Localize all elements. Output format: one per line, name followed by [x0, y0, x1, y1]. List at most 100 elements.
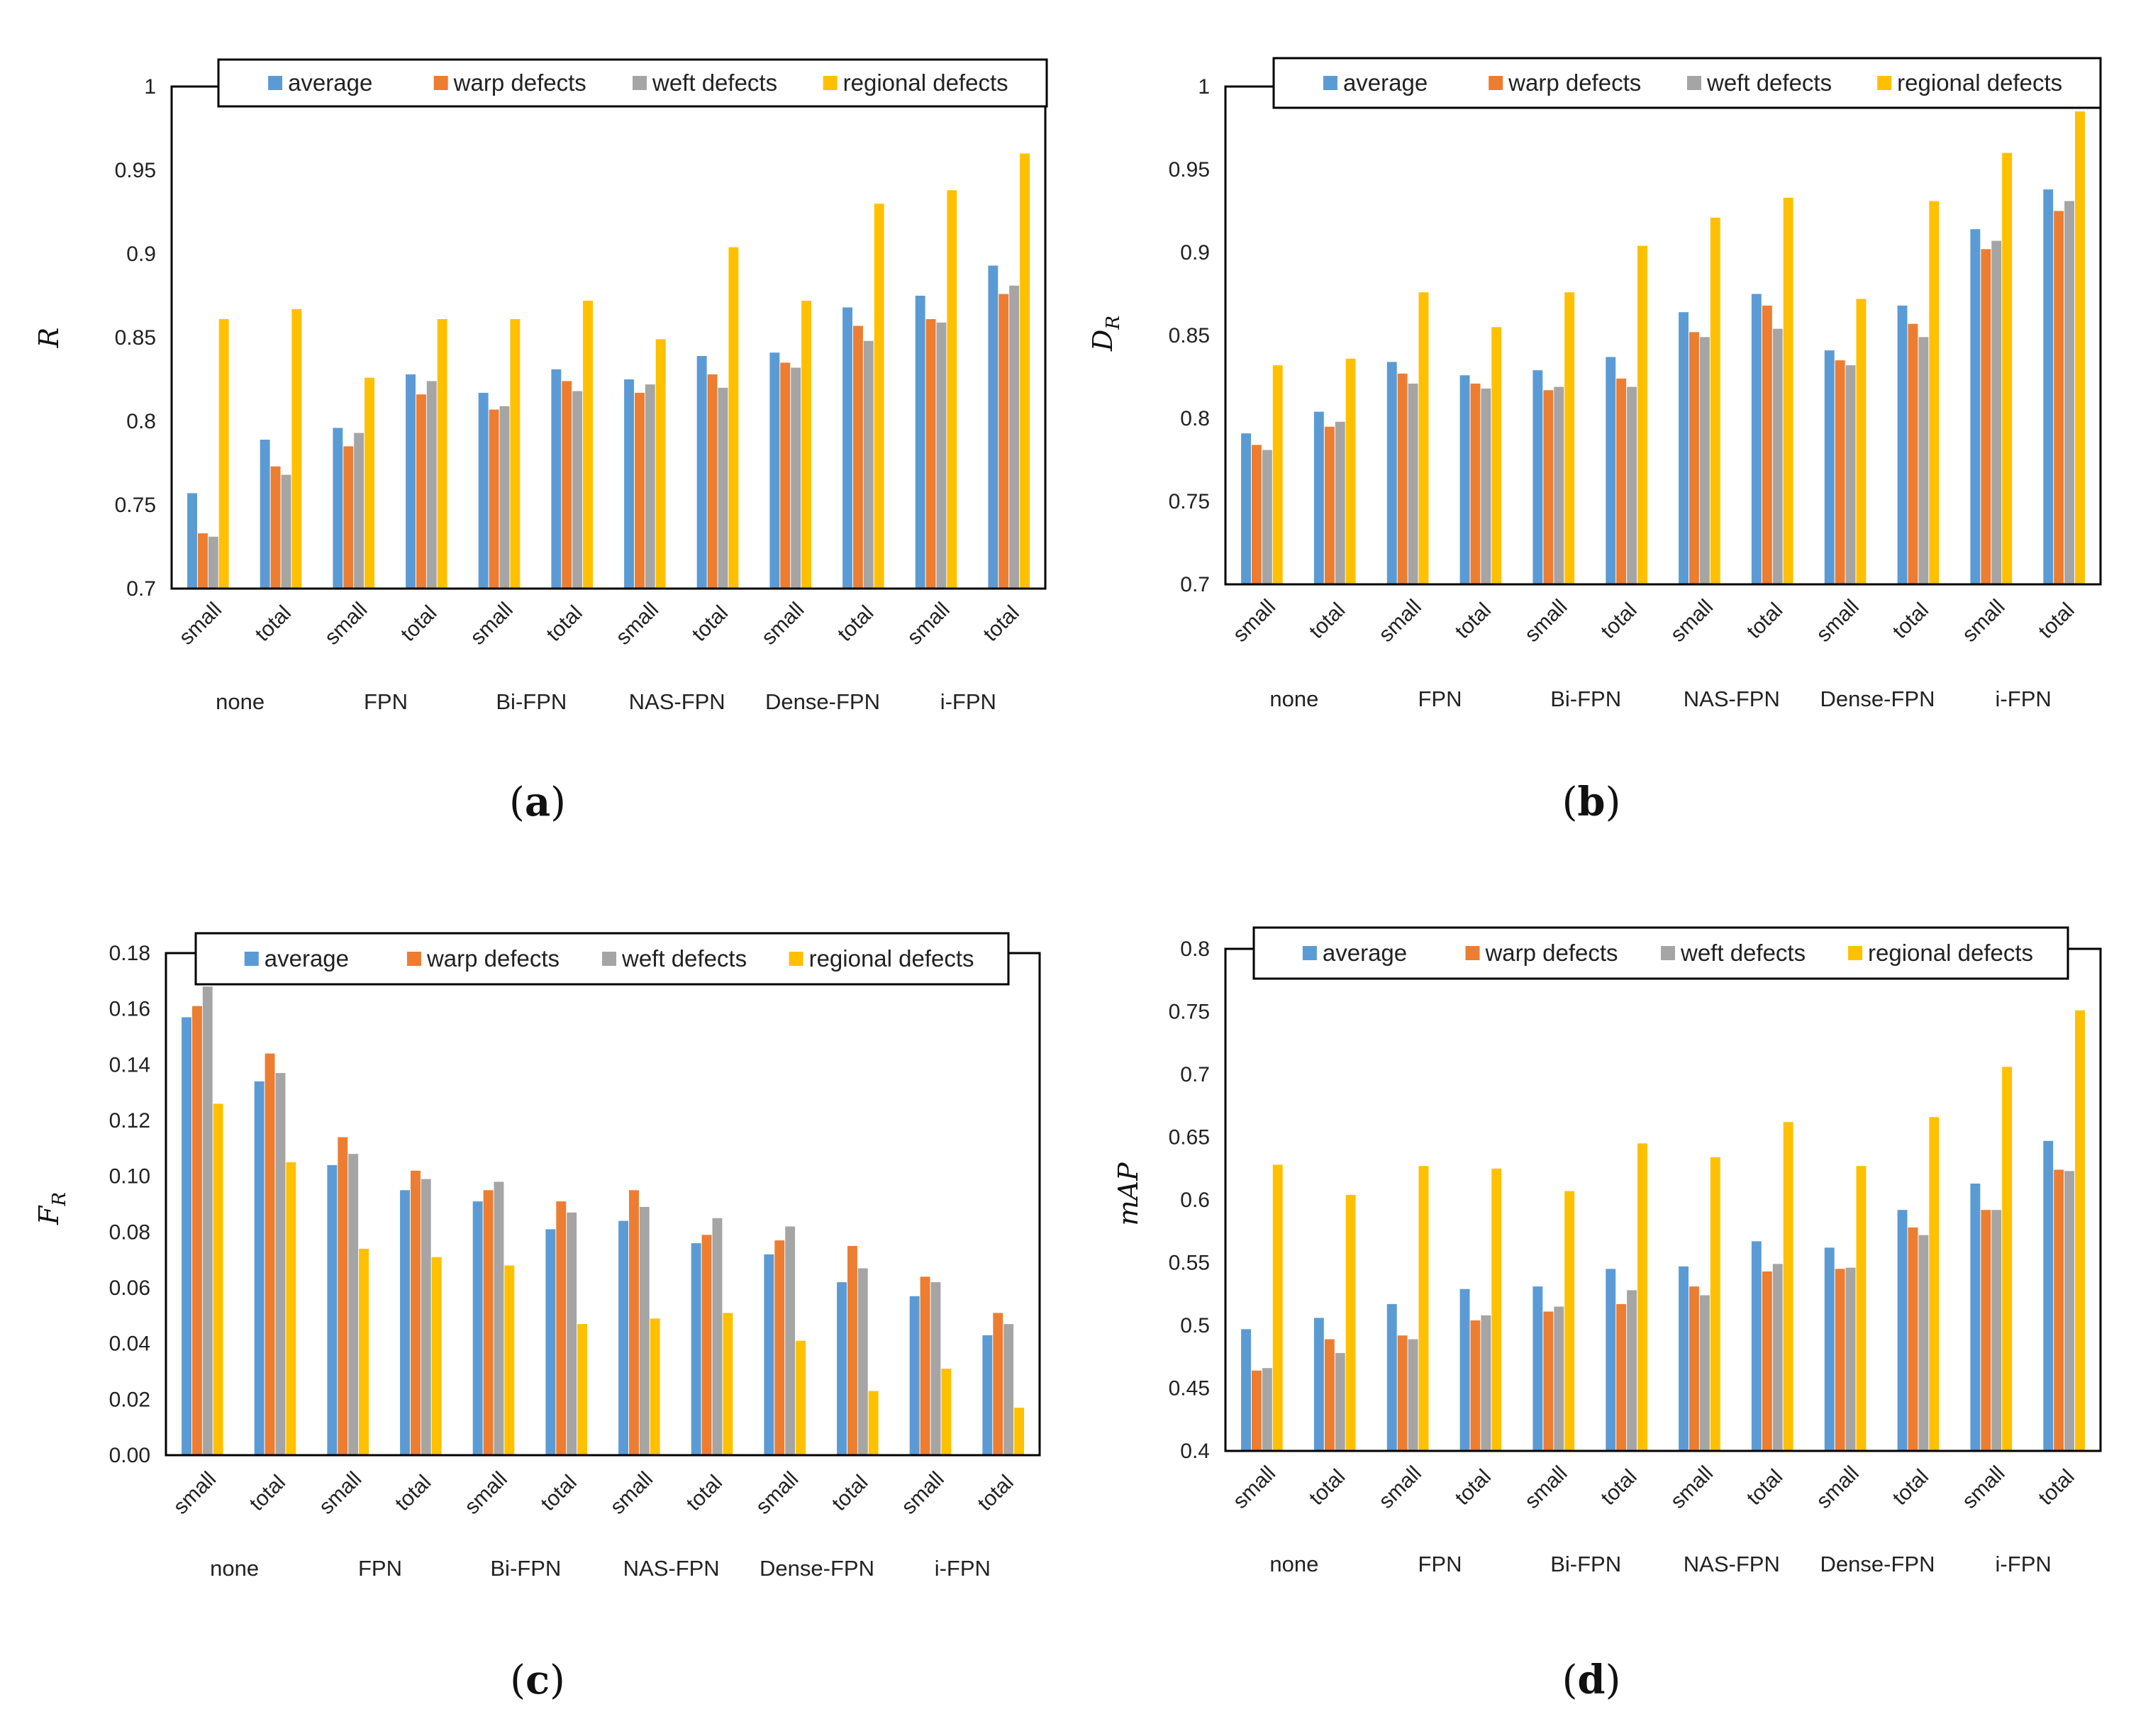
panel-b-bar-weft-defects — [1699, 337, 1710, 584]
panel-c-ytick-label: 0.10 — [109, 1165, 150, 1189]
panel-c-legend-label-regional-defects: regional defects — [809, 945, 974, 972]
panel-c-bar-regional-defects — [723, 1313, 733, 1455]
panel-a-bar-weft-defects — [791, 367, 801, 589]
panel-a-xtick-label: small — [903, 598, 955, 650]
panel-c-legend-swatch-weft-defects — [602, 952, 616, 966]
panel-b-bar-average — [1313, 411, 1324, 584]
panel-c-legend-swatch-regional-defects — [789, 952, 803, 966]
panel-d-bar-average — [1313, 1318, 1324, 1451]
panel-c-bar-regional-defects — [796, 1340, 806, 1455]
panel-c-xtick-label: total — [973, 1471, 1018, 1515]
panel-a-bar-regional-defects — [728, 247, 739, 589]
panel-c-bar-weft-defects — [567, 1212, 577, 1455]
panel-b-xtick-label: small — [1228, 595, 1280, 647]
panel-a-legend-swatch-weft-defects — [633, 76, 647, 90]
panel-d-bar-warp-defects — [1762, 1271, 1772, 1451]
panel-d-bar-regional-defects — [1491, 1168, 1502, 1452]
panel-d-ytick-label: 0.55 — [1169, 1252, 1210, 1275]
panel-a-bar-weft-defects — [354, 433, 365, 589]
panel-c-chart: 0.00 0.02 0.04 0.06 0.08 0.10 0.12 0.14 0.16 0.18… — [33, 932, 1041, 1703]
panel-a-bar-weft-defects — [572, 391, 583, 589]
panel-b-group-label: FPN — [1418, 686, 1462, 711]
panel-b-bar-average — [1386, 362, 1397, 584]
panel-c-bar-warp-defects — [411, 1170, 421, 1455]
panel-a-bar-weft-defects — [499, 406, 510, 589]
panel-b-bar-average — [1897, 305, 1908, 584]
panel-d-xtick-label: small — [1228, 1462, 1280, 1513]
panel-d-ytick-label: 0.75 — [1169, 1001, 1210, 1024]
panel-b-group-label: NAS-FPN — [1684, 686, 1780, 711]
panel-b-ytick-label: 0.8 — [1180, 407, 1210, 430]
panel-d-y-axis-label: mAP — [1113, 1162, 1144, 1225]
panel-d-bar-regional-defects — [1929, 1117, 1940, 1451]
panel-b-bar-regional-defects — [1418, 292, 1429, 584]
panel-b-bar-weft-defects — [1408, 383, 1418, 584]
panel-b-bar-weft-defects — [1554, 386, 1564, 584]
panel-d-legend-swatch-average — [1302, 946, 1317, 960]
panel-a-xtick-label: total — [688, 601, 733, 646]
panel-a-bar-regional-defects — [437, 319, 447, 589]
panel-b-xtick-label: total — [1742, 599, 1787, 643]
panel-a-bar-regional-defects — [365, 377, 374, 589]
panel-a-ytick-label: 0.85 — [115, 326, 156, 350]
panel-a-bar-average — [842, 307, 852, 589]
panel-d-legend: average warp defects weft defects regional … — [1252, 926, 2069, 980]
panel-a-group-label: i-FPN — [940, 689, 996, 714]
panel-b-bar-regional-defects — [1564, 292, 1575, 584]
panel-a-bar-warp-defects — [635, 392, 645, 589]
panel-a-legend-label-average: average — [288, 69, 372, 96]
panel-d-xtick-label: small — [1666, 1462, 1718, 1513]
panel-d-bar-weft-defects — [1627, 1290, 1637, 1451]
panel-c-xtick-label: small — [169, 1467, 221, 1519]
panel-d-xtick-label: total — [1889, 1465, 1933, 1510]
panel-b-bar-regional-defects — [1491, 327, 1502, 584]
panel-a-bar-regional-defects — [291, 308, 302, 589]
panel-c-bar-regional-defects — [577, 1324, 587, 1455]
panel-a-group-label: Dense-FPN — [765, 689, 880, 714]
panel-c-bar-weft-defects — [930, 1282, 941, 1455]
panel-d-group-label: FPN — [1418, 1552, 1462, 1576]
panel-c-xtick-label: total — [682, 1471, 727, 1515]
panel-d-legend-label-average: average — [1323, 940, 1407, 966]
panel-d-bar-regional-defects — [1637, 1143, 1647, 1451]
panel-d-bar-weft-defects — [1262, 1368, 1272, 1451]
panel-c-bar-regional-defects — [213, 1103, 223, 1455]
panel-d-xtick-label: total — [1305, 1465, 1350, 1510]
panel-a-legend-swatch-regional-defects — [823, 76, 838, 90]
panel-d-bar-average — [1824, 1247, 1835, 1451]
panel-d-bar-average — [1897, 1210, 1908, 1451]
panel-a-bar-regional-defects — [947, 190, 957, 589]
panel-d-bar-warp-defects — [1324, 1339, 1335, 1451]
panel-d-ytick-label: 0.8 — [1180, 937, 1210, 961]
panel-b-ytick-label: 0.95 — [1169, 158, 1210, 182]
panel-d-bar-weft-defects — [1554, 1306, 1564, 1451]
panel-d-bar-warp-defects — [1397, 1335, 1408, 1451]
panel-a-legend-label-weft-defects: weft defects — [652, 69, 777, 96]
panel-a-bar-regional-defects — [1020, 153, 1030, 589]
panel-b-xtick-label: small — [1958, 595, 2010, 647]
panel-b-bar-warp-defects — [1762, 305, 1772, 584]
panel-c-xtick-label: total — [391, 1471, 435, 1515]
panel-c-bar-average — [691, 1243, 701, 1455]
panel-c-legend-label-average: average — [265, 945, 349, 972]
panel-b-bar-average — [1533, 370, 1543, 584]
panel-c-bar-average — [545, 1229, 556, 1455]
panel-a-ytick-label: 0.8 — [126, 410, 156, 433]
panel-a-group-label: NAS-FPN — [629, 689, 725, 714]
panel-b-bar-regional-defects — [2002, 152, 2013, 585]
panel-c-bar-warp-defects — [338, 1137, 348, 1455]
panel-a-bar-average — [478, 392, 489, 589]
panel-d-legend-swatch-regional-defects — [1848, 946, 1863, 960]
panel-c-bar-average — [618, 1220, 628, 1455]
panel-c-legend-swatch-warp-defects — [406, 952, 421, 966]
panel-a-bar-weft-defects — [1009, 285, 1020, 589]
panel-c-ytick-label: 0.02 — [109, 1388, 150, 1411]
panel-b-bar-weft-defects — [1918, 337, 1929, 584]
panel-d-bar-average — [2043, 1140, 2054, 1451]
panel-d-group-label: i-FPN — [1996, 1552, 2052, 1576]
panel-a-bar-regional-defects — [218, 319, 229, 589]
panel-d-bar-weft-defects — [2064, 1171, 2074, 1451]
panel-c-xtick-label: total — [536, 1471, 581, 1515]
panel-a-bar-average — [260, 440, 270, 589]
panel-c-bar-regional-defects — [1014, 1408, 1024, 1455]
